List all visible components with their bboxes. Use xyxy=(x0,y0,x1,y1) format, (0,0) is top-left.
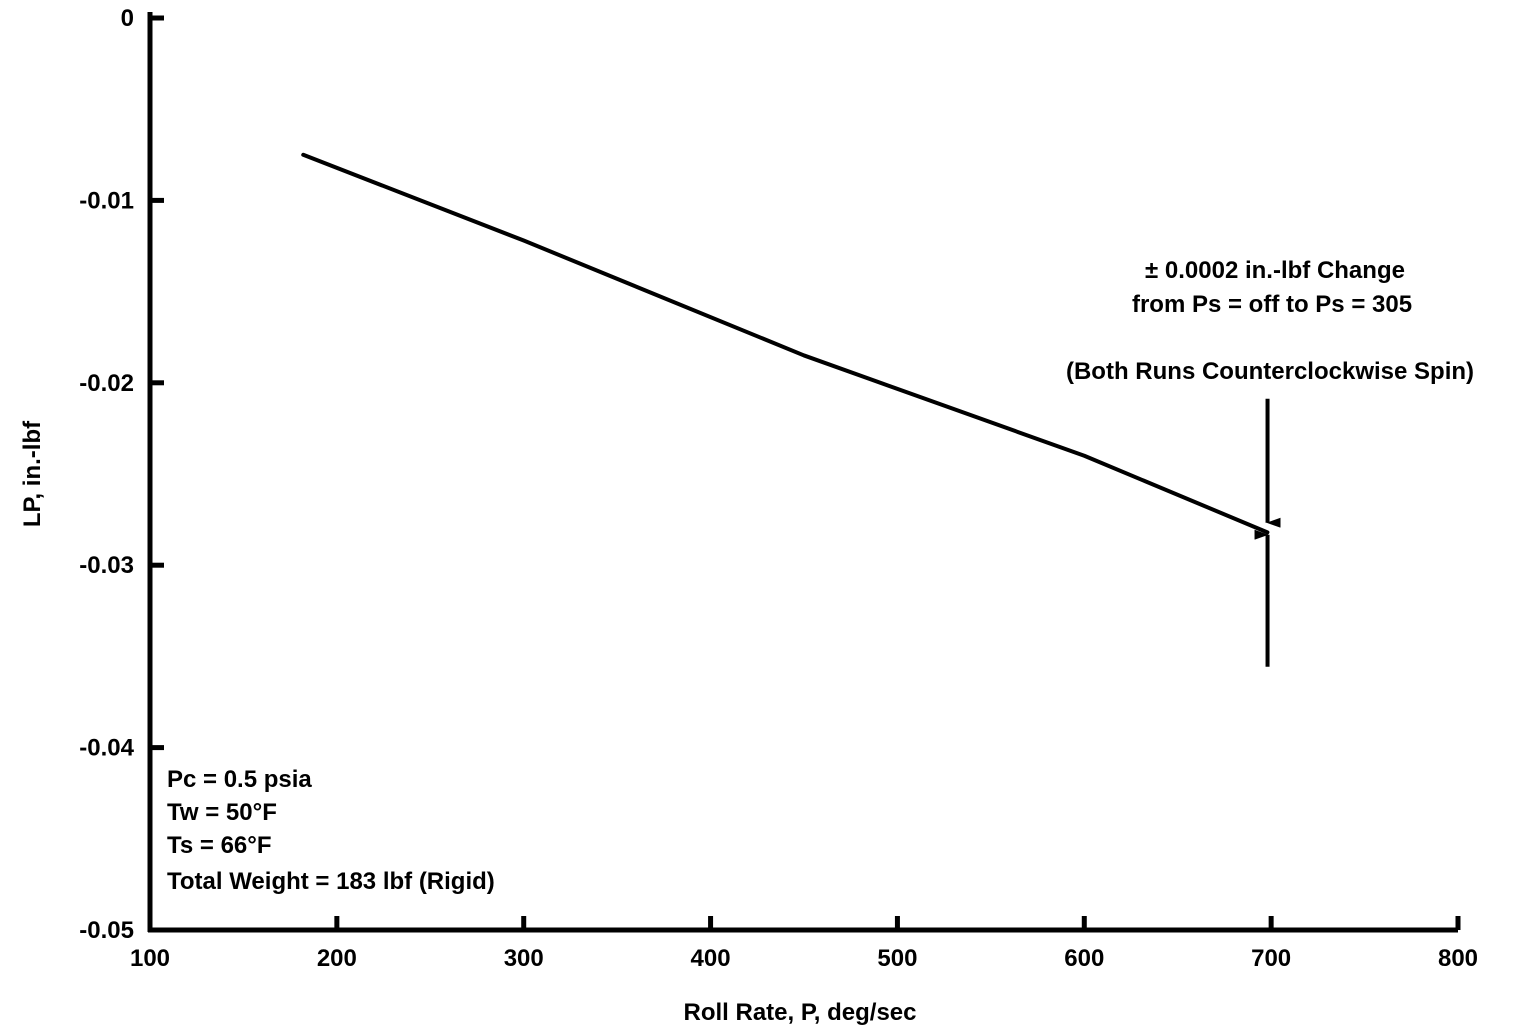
y-tick-label: -0.05 xyxy=(79,917,134,944)
y-tick-label: -0.03 xyxy=(79,552,134,579)
condition-total-weight: Total Weight = 183 lbf (Rigid) xyxy=(167,868,495,895)
y-axis-label: LP, in.-lbf xyxy=(19,420,46,527)
y-ticks: 0 -0.01 -0.02 -0.03 -0.04 -0.05 xyxy=(79,5,164,944)
x-tick-label: 700 xyxy=(1251,945,1291,972)
annotation-runs-note: (Both Runs Counterclockwise Spin) xyxy=(1066,358,1474,385)
axes xyxy=(147,12,1458,933)
x-tick-label: 100 xyxy=(130,945,170,972)
y-tick-label: -0.01 xyxy=(79,187,134,214)
x-tick-label: 500 xyxy=(877,945,917,972)
condition-tw: Tw = 50°F xyxy=(167,799,277,826)
y-tick-label: -0.04 xyxy=(79,735,134,762)
series-group xyxy=(301,152,1270,535)
x-axis-label: Roll Rate, P, deg/sec xyxy=(684,999,917,1026)
annotation-change-line2: from Ps = off to Ps = 305 xyxy=(1132,291,1412,318)
x-tick-label: 800 xyxy=(1438,945,1478,972)
x-tick-label: 200 xyxy=(317,945,357,972)
annotation-change-line1: ± 0.0002 in.-lbf Change xyxy=(1145,257,1405,284)
y-tick-label: -0.02 xyxy=(79,370,134,397)
x-tick-label: 300 xyxy=(504,945,544,972)
series-line xyxy=(301,152,1270,535)
x-ticks: 100 200 300 400 500 600 700 800 xyxy=(130,916,1478,972)
x-tick-label: 600 xyxy=(1064,945,1104,972)
x-tick-label: 400 xyxy=(691,945,731,972)
y-tick-label: 0 xyxy=(121,5,134,32)
condition-pc: Pc = 0.5 psia xyxy=(167,766,312,793)
condition-ts: Ts = 66°F xyxy=(167,832,272,859)
